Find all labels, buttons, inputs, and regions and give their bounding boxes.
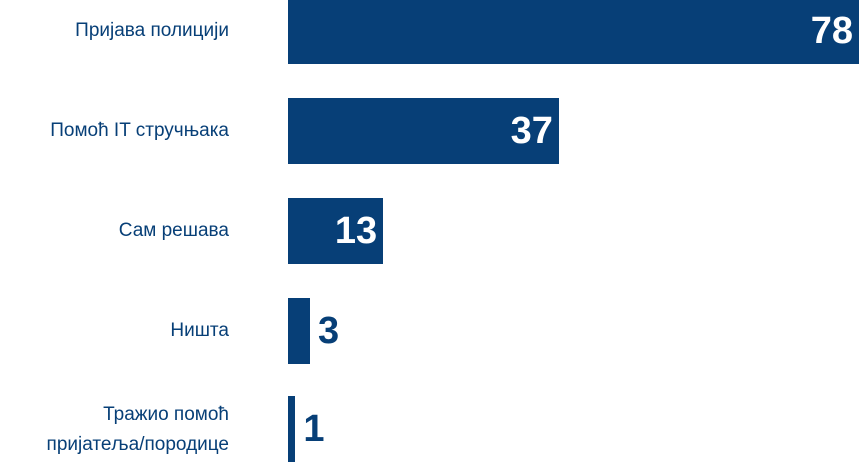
value-label: 1 — [303, 409, 324, 449]
category-label: Сам решава — [0, 216, 229, 246]
value-label: 37 — [511, 111, 553, 151]
bar — [288, 0, 859, 64]
category-label: Тражио помоћ пријатеља/породице — [0, 400, 229, 460]
category-label: Помоћ IT стручњака — [0, 116, 229, 146]
value-label: 78 — [811, 11, 853, 51]
category-label: Ништа — [0, 316, 229, 346]
value-label: 3 — [318, 311, 339, 351]
value-label: 13 — [335, 211, 377, 251]
page: Пријава полицији 78 Помоћ IT стручњака 37 Са… — [0, 0, 859, 462]
category-label: Пријава полицији — [0, 16, 229, 46]
bar — [288, 396, 295, 462]
bar — [288, 298, 310, 364]
